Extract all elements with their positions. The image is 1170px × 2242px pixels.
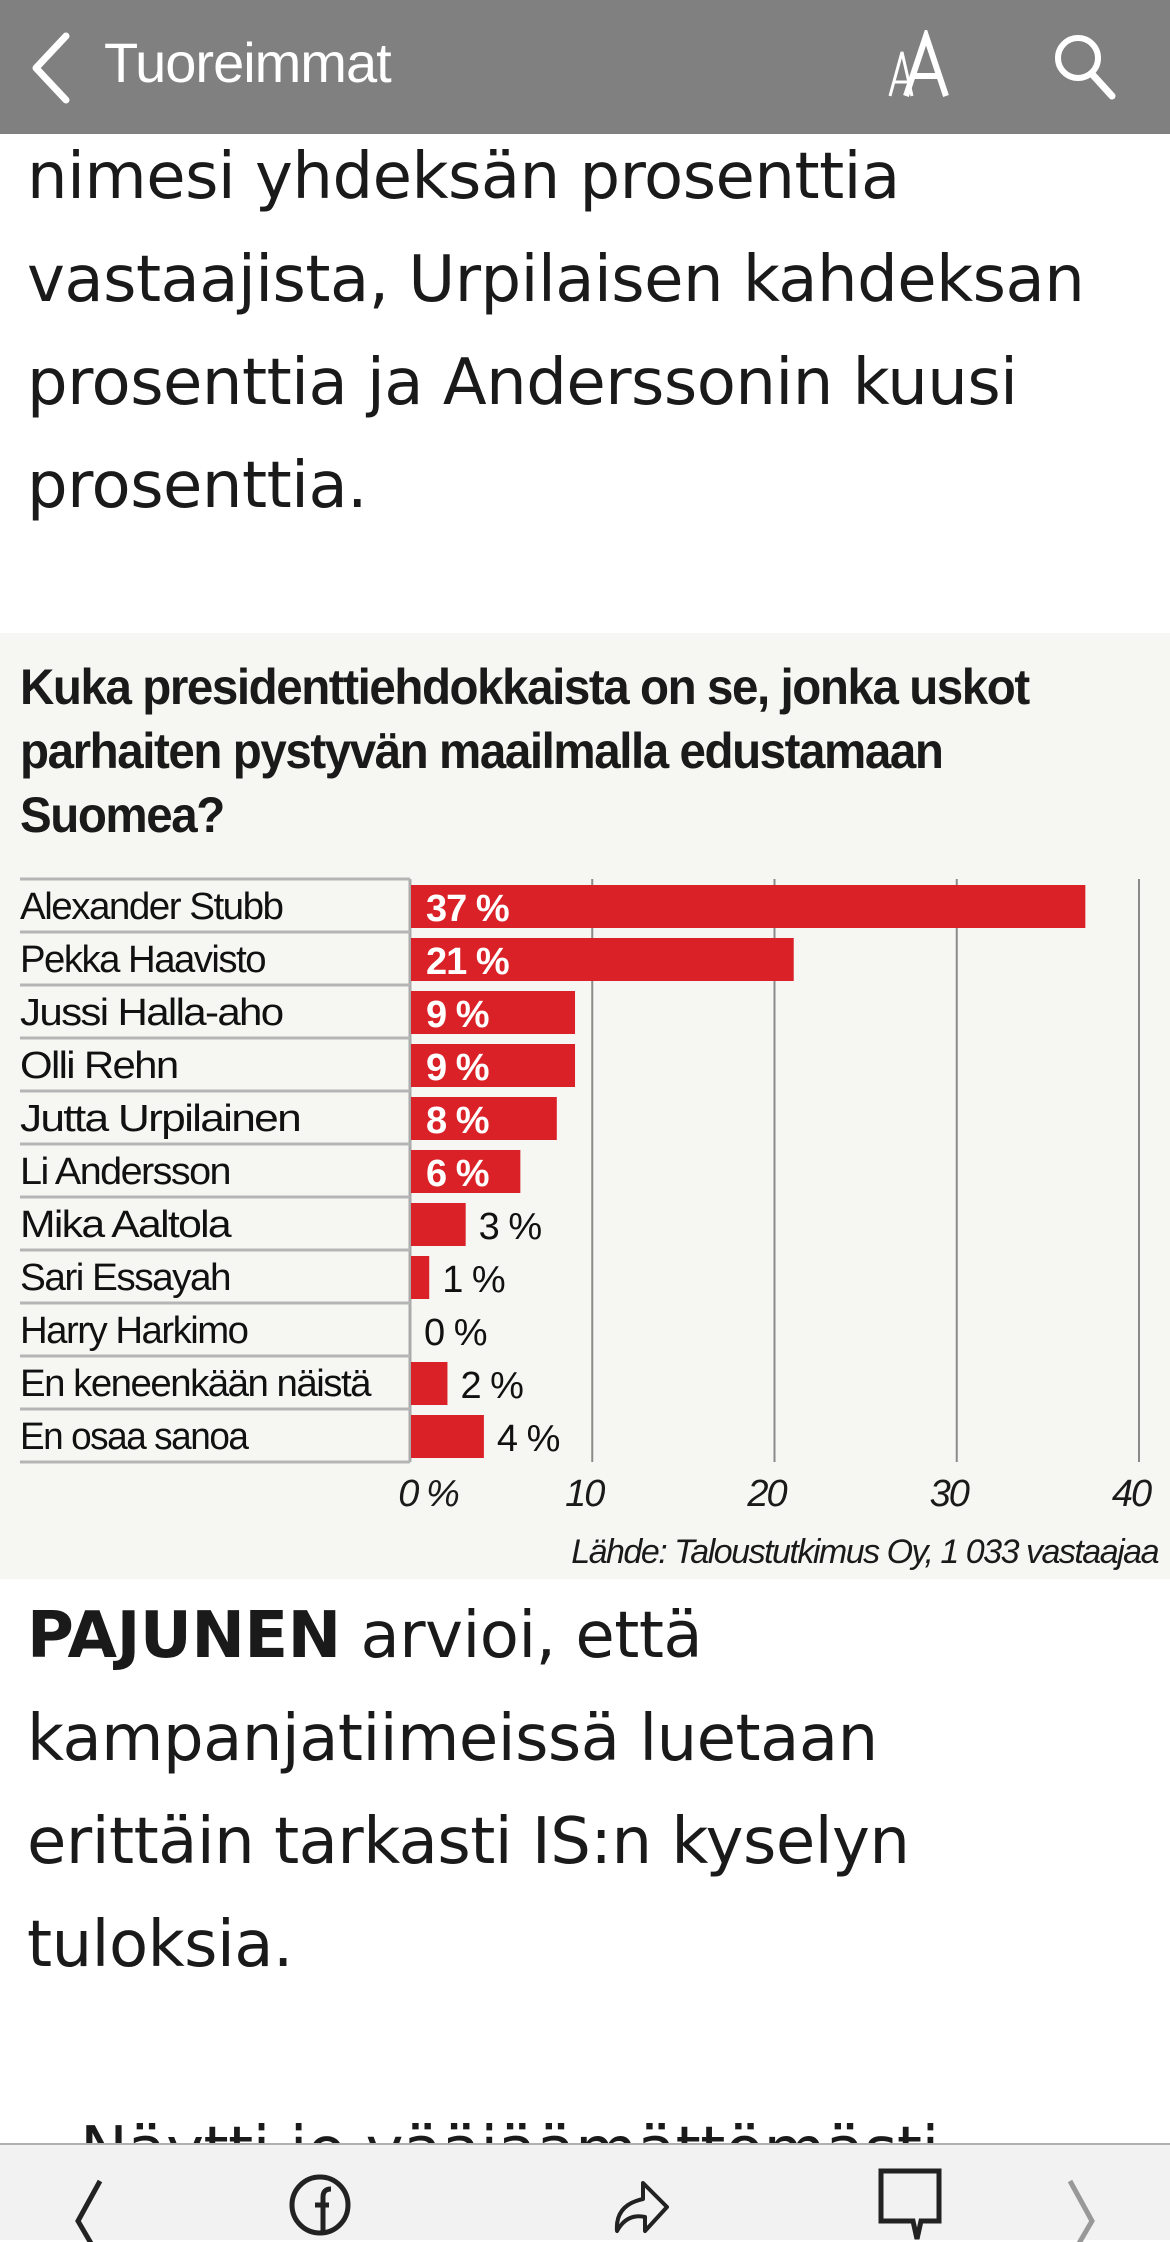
search-icon[interactable] [1050,30,1120,102]
article-paragraph: nimesi yhdeksän prosenttia vastaajista, … [27,140,1085,523]
bar [411,885,1086,928]
bar [411,1415,484,1458]
value-label: 3 % [479,1206,542,1248]
next-icon[interactable] [1060,2165,1110,2242]
value-label: 4 % [497,1418,560,1460]
value-label: 21 % [426,941,509,983]
value-label: 6 % [426,1153,489,1195]
article-paragraph: PAJUNEN arvioi, että kampanjatiimeissä l… [27,1585,1027,1997]
category-label: Jutta Urpilainen [20,1098,300,1140]
x-tick-label: 0 % [398,1473,459,1515]
paragraph-text: arvioi, että kampanjatiimeissä luetaan e… [27,1599,910,1982]
share-icon[interactable] [605,2165,675,2242]
chart-plot: 0 % 10 20 30 40 Alexander Stubb 37 % Pekka Haav… [20,877,1154,1515]
category-label: Pekka Haavisto [20,939,265,981]
value-label: 2 % [460,1365,523,1407]
text-size-icon[interactable] [888,30,968,102]
previous-icon[interactable] [60,2165,110,2242]
bottom-toolbar [0,2143,1170,2242]
bar [411,938,794,981]
category-label: Sari Essayah [20,1257,230,1299]
back-button-label[interactable]: Tuoreimmat [104,31,392,94]
bar [411,1097,557,1140]
facebook-icon[interactable] [285,2165,355,2242]
x-tick-label: 40 [1112,1473,1152,1515]
chevron-left-icon[interactable] [22,30,82,104]
category-label: Olli Rehn [20,1045,178,1087]
comment-icon[interactable] [875,2165,945,2242]
category-label: Alexander Stubb [20,886,283,928]
x-tick-label: 20 [746,1473,787,1515]
chart-source: Lähde: Taloustutkimus Oy, 1 033 vastaaja… [571,1533,1159,1571]
bar [411,1150,521,1193]
bar [411,1044,576,1087]
category-label: En osaa sanoa [20,1416,250,1458]
x-tick-label: 30 [930,1473,970,1515]
bar [411,1362,448,1405]
bar [411,1256,430,1299]
bar [411,1203,466,1246]
value-label: 0 % [424,1312,487,1354]
x-tick-label: 10 [565,1473,605,1515]
paragraph-lead: PAJUNEN [27,1599,341,1673]
value-label: 37 % [426,888,509,930]
value-label: 9 % [426,1047,489,1089]
top-nav-bar: Tuoreimmat [0,0,1170,134]
category-label: En keneenkään näistä [20,1363,372,1405]
poll-chart: Kuka presidenttiehdokkaista on se, jonka… [0,633,1170,1579]
chart-title: Kuka presidenttiehdokkaista on se, jonka… [20,659,1030,843]
category-label: Li Andersson [20,1151,230,1193]
value-label: 9 % [426,994,489,1036]
value-label: 1 % [442,1259,505,1301]
bar [411,991,576,1034]
value-label: 8 % [426,1100,489,1142]
category-label: Jussi Halla-aho [20,992,283,1034]
category-label: Harry Harkimo [20,1310,248,1352]
category-label: Mika Aaltola [20,1204,233,1246]
